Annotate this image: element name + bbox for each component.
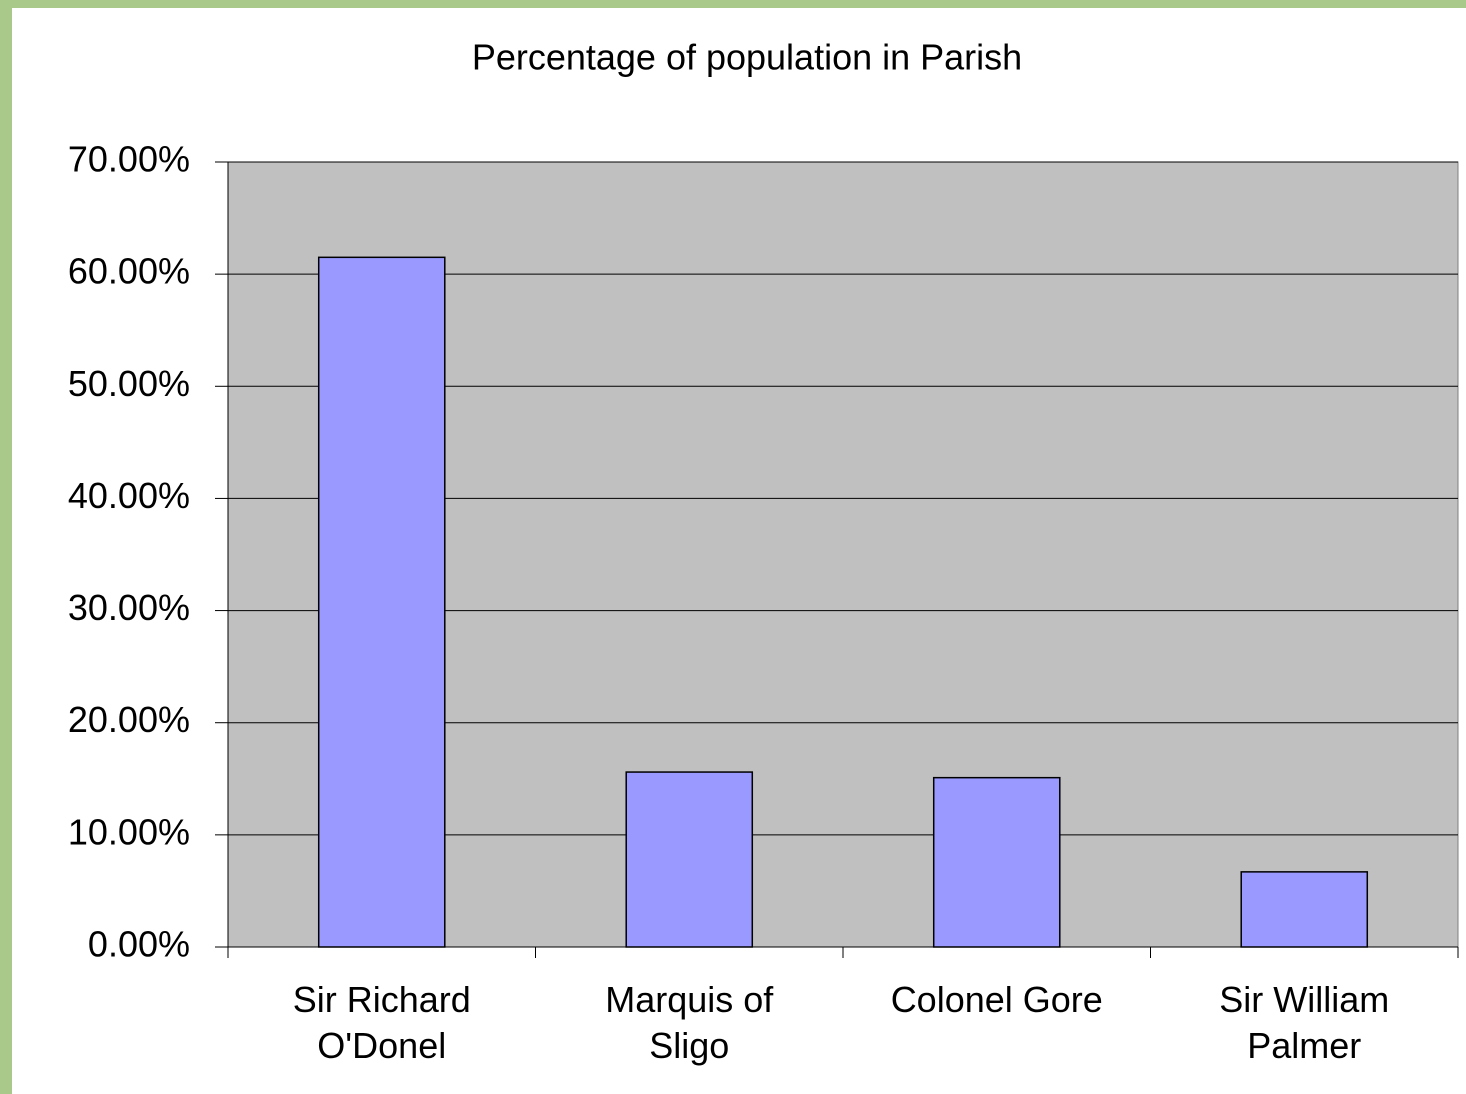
x-tick-label: Sir Richard O'Donel [292,979,471,1066]
chart-title: Percentage of population in Parish [472,37,1022,78]
y-tick-label: 40.00% [68,475,190,516]
x-tick-label: Colonel Gore [890,979,1103,1020]
y-tick-label: 20.00% [68,699,190,740]
bar [1240,871,1369,948]
bar [317,256,446,948]
y-tick-label: 70.00% [68,139,190,180]
y-tick-label: 0.00% [88,924,190,965]
bar [932,776,1061,948]
bar [625,771,754,948]
y-tick-label: 30.00% [68,587,190,628]
x-tick-label: Marquis of Sligo [605,979,774,1066]
y-tick-label: 10.00% [68,811,190,852]
y-tick-label: 60.00% [68,251,190,292]
x-tick-label: Sir William Palmer [1219,979,1390,1066]
y-tick-label: 50.00% [68,363,190,404]
